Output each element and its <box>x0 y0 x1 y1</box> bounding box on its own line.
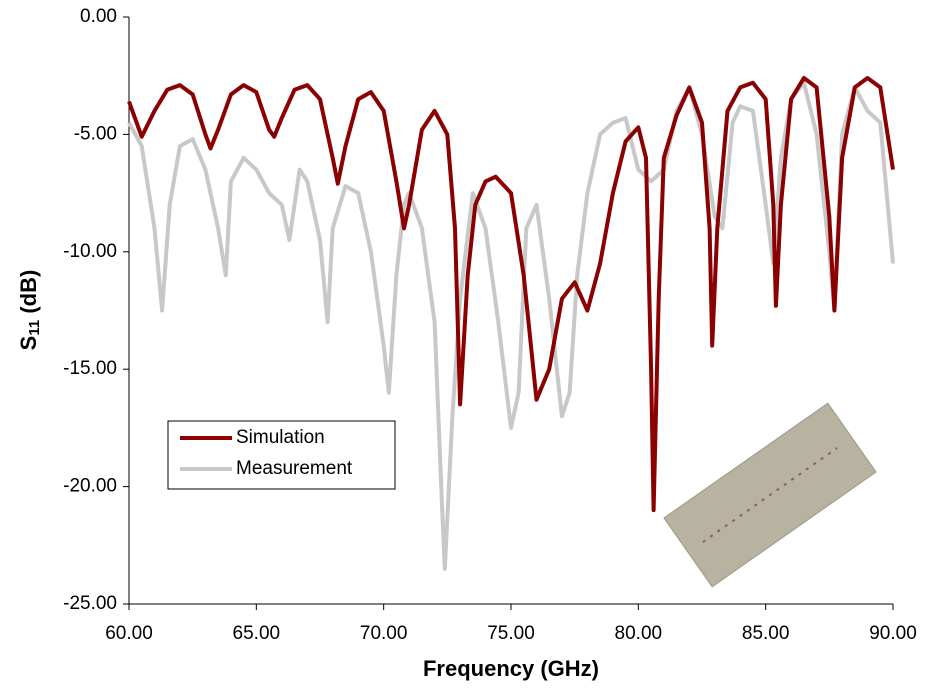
inset-photo <box>663 402 877 588</box>
y-tick-label: -10.00 <box>63 241 117 262</box>
legend: Simulation Measurement <box>167 420 396 490</box>
x-tick-label: 60.00 <box>105 623 153 644</box>
y-tick-label: -20.00 <box>63 476 117 497</box>
y-tick-label: -15.00 <box>63 358 117 379</box>
x-tick-label: 85.00 <box>742 623 790 644</box>
y-axis-title: S11 (dB) <box>16 270 43 351</box>
x-axis-title: Frequency (GHz) <box>423 656 599 681</box>
x-tick-label: 80.00 <box>615 623 663 644</box>
y-tick-label: 0.00 <box>80 6 117 27</box>
series-line <box>127 80 895 571</box>
legend-label: Simulation <box>236 427 325 448</box>
x-tick-label: 65.00 <box>233 623 281 644</box>
legend-box <box>167 420 396 490</box>
legend-label: Measurement <box>236 458 353 479</box>
y-tick-label: -25.00 <box>63 593 117 614</box>
x-tick-label: 70.00 <box>360 623 408 644</box>
series-line <box>127 76 895 513</box>
x-tick-label: 90.00 <box>869 623 917 644</box>
y-tick-label: -5.00 <box>74 123 117 144</box>
x-tick-label: 75.00 <box>487 623 535 644</box>
